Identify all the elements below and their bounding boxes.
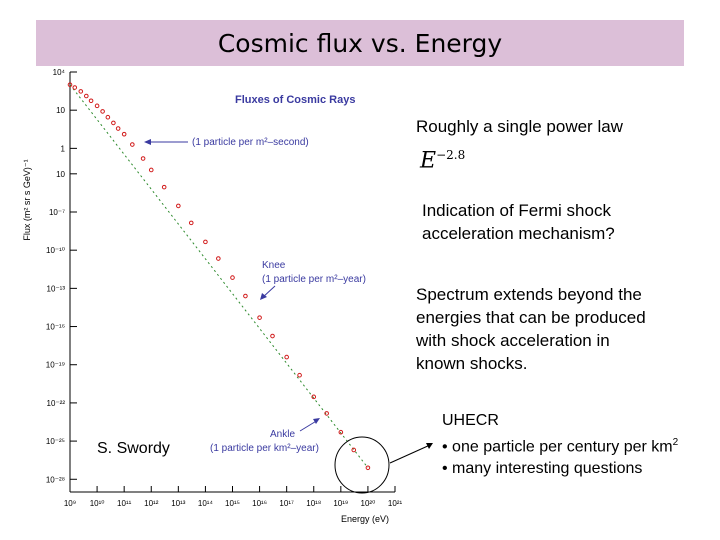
data-point [324,411,329,416]
data-point [84,93,89,99]
x-tick-label: 10¹⁷ [279,499,294,508]
slide-title-bar: Cosmic flux vs. Energy [36,20,684,66]
power-law-fit-line [69,84,369,469]
data-point [188,220,194,226]
y-tick-label: 10⁻²⁸ [46,475,65,484]
x-tick-label: 10¹⁰ [90,499,105,508]
data-point [115,126,121,131]
x-tick-label: 10¹¹ [117,499,132,508]
uhecr-title: UHECR [442,412,499,429]
data-point [351,447,357,453]
x-tick-label: 10¹³ [171,499,186,508]
arrow-per-second-head [144,139,151,145]
data-point [257,315,262,320]
arrow-ankle-head [313,418,320,424]
formula-base: E [420,148,437,174]
data-point [203,239,208,245]
data-point [111,120,116,126]
data-point [270,333,275,339]
data-point [216,256,221,261]
y-axis-label: Flux (m² sr s GeV)⁻¹ [22,159,32,240]
x-axis-label: Energy (eV) [341,514,389,524]
x-tick-label: 10²¹ [388,499,403,508]
note-spectrum-line4: known shocks. [416,354,528,373]
data-point [140,156,146,161]
uhecr-highlight-circle [334,436,390,494]
data-point [297,372,302,378]
uhecr-pointer-line [389,444,431,464]
y-tick-label: 10⁻⁷ [49,208,65,217]
x-ticks: 10⁹ 10¹⁰ 10¹¹ 10¹² 10¹³ 10¹⁴ 10¹⁵ 10¹⁶ 10¹⁷ 10¹⁸ 1… [64,486,403,508]
uhecr-item-1-sup: 2 [672,437,679,448]
note-fermi-line2: acceleration mechanism? [422,224,615,243]
data-point [67,82,73,88]
y-tick-label: 1 [61,144,66,153]
x-tick-label: 10⁹ [64,499,76,508]
note-spectrum-line3: with shock acceleration in [416,331,610,350]
y-tick-label: 10 [56,170,65,179]
uhecr-item-2: • many interesting questions [442,460,643,478]
y-tick-label: 10⁻¹⁹ [46,361,65,370]
y-tick-label: 10⁻²⁵ [46,437,65,446]
x-tick-label: 10¹² [144,499,159,508]
power-law-formula: E−2.8 [420,144,465,172]
chart-title: Fluxes of Cosmic Rays [235,94,355,106]
note-fermi: Indication of Fermi shock acceleration m… [422,199,615,245]
annotation-knee: Knee [262,260,286,271]
data-point [176,203,181,209]
note-power-law: Roughly a single power law [416,117,623,136]
data-point [148,167,154,173]
slide-title: Cosmic flux vs. Energy [217,28,503,58]
y-ticks: 10⁴ 10 1 10 10⁻⁷ 10⁻¹⁰ 10⁻¹³ 10⁻¹⁶ 10⁻¹⁹ 10⁻²² 10⁻… [46,68,77,484]
x-tick-label: 10¹⁴ [198,499,214,508]
annotation-per-km-year: (1 particle per km²–year) [210,443,319,454]
y-tick-label: 10⁻¹⁶ [46,323,65,332]
data-point [365,465,371,471]
note-fermi-line1: Indication of Fermi shock [422,201,611,220]
data-point [78,89,84,94]
x-tick-label: 10¹⁹ [333,499,348,508]
uhecr-pointer-head [426,443,433,449]
note-spectrum-line1: Spectrum extends beyond the [416,285,642,304]
uhecr-item-1-text: • one particle per century per km [442,438,673,456]
x-tick-label: 10¹⁸ [306,499,321,508]
y-tick-label: 10⁻²² [47,399,66,408]
x-tick-label: 10¹⁵ [225,499,240,508]
data-point [121,131,127,137]
annotation-ankle: Ankle [270,429,295,440]
y-tick-label: 10 [56,106,65,115]
data-points [67,82,371,471]
annotation-per-second: (1 particle per m²–second) [192,137,309,148]
uhecr-item-1: • one particle per century per km2 [442,432,678,458]
y-tick-label: 10⁻¹⁰ [46,246,65,255]
data-point [130,142,135,147]
x-tick-label: 10²⁰ [361,499,376,508]
data-point [161,184,167,190]
data-point [284,354,289,360]
data-point [338,429,344,435]
data-point [230,275,235,280]
data-point [94,103,100,109]
note-uhecr: UHECR • one particle per century per km2… [442,410,678,480]
note-spectrum: Spectrum extends beyond the energies tha… [416,283,646,375]
data-point [243,293,248,299]
credit-swordy: S. Swordy [97,440,170,457]
y-tick-label: 10⁻¹³ [47,284,66,293]
data-point [72,85,78,90]
data-point [100,109,105,114]
formula-exponent: −2.8 [436,148,466,162]
x-tick-label: 10¹⁶ [252,499,267,508]
data-point [311,394,317,400]
arrow-knee-head [260,293,267,300]
data-point [88,98,94,104]
note-spectrum-line2: energies that can be produced [416,308,646,327]
annotation-per-year: (1 particle per m²–year) [262,274,366,285]
data-point [105,114,111,120]
y-tick-label: 10⁴ [53,68,66,77]
